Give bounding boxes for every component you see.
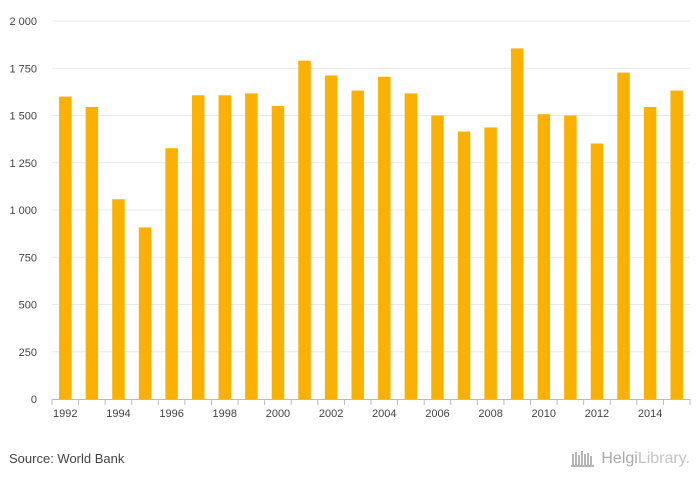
bar-1995 [138, 227, 152, 399]
x-tick-label: 2010 [532, 408, 556, 420]
y-tick-label: 1 500 [9, 111, 37, 123]
y-tick-label: 500 [19, 300, 37, 312]
grid-lines [52, 20, 690, 353]
y-tick-label: 1 750 [9, 63, 37, 75]
x-tick-label: 2000 [266, 408, 290, 420]
bar-2013 [617, 72, 630, 400]
bar-2010 [537, 114, 551, 399]
y-tick-label: 1 250 [9, 158, 37, 170]
bar-1996 [165, 148, 178, 399]
bar-2012 [590, 143, 604, 399]
x-tick-label: 2004 [372, 408, 396, 420]
bar-1992 [59, 96, 72, 399]
x-tick-label: 2014 [638, 408, 662, 420]
x-tick-label: 2002 [319, 408, 343, 420]
x-tick-label: 1996 [159, 408, 183, 420]
bar-chart: 0 250 500 750 1 000 1 250 1 500 1 750 2 000 1992… [9, 16, 691, 420]
y-tick-label: 250 [19, 347, 37, 359]
y-tick-label: 750 [19, 252, 37, 264]
bar-2004 [378, 76, 391, 399]
bar-2000 [271, 106, 285, 400]
bar-2008 [484, 127, 497, 400]
y-tick-label: 1 000 [9, 205, 37, 217]
bar-2014 [643, 106, 657, 400]
bar-2006 [431, 115, 444, 399]
bar-1998 [218, 95, 232, 399]
bar-2005 [404, 93, 418, 400]
bar-2001 [298, 60, 311, 399]
y-axis-tick-labels: 0 250 500 750 1 000 1 250 1 500 1 750 2 000 [9, 16, 37, 406]
bar-1994 [112, 199, 125, 399]
axes [51, 399, 691, 405]
y-tick-label: 2 000 [9, 16, 37, 28]
helgi-library-logo: HelgiLibrary. [571, 450, 690, 468]
x-axis-tick-labels: 1992 1994 1996 1998 2000 2002 2004 2006 2008 2010… [53, 408, 662, 420]
bar-2003 [351, 90, 364, 399]
bar-2015 [670, 90, 683, 399]
y-tick-label: 0 [31, 394, 37, 406]
source-note: Source: World Bank [9, 451, 125, 466]
x-tick-label: 1998 [213, 408, 237, 420]
bar-2007 [457, 131, 471, 399]
x-tick-label: 1994 [106, 408, 130, 420]
bar-1993 [85, 106, 99, 400]
bar-1999 [245, 93, 258, 400]
bar-2002 [324, 75, 338, 399]
x-tick-label: 2008 [478, 408, 502, 420]
x-tick-label: 1992 [53, 408, 77, 420]
bar-1997 [191, 95, 205, 399]
bar-2011 [564, 115, 577, 399]
bar-2009 [510, 48, 524, 399]
x-tick-label: 2006 [425, 408, 449, 420]
x-tick-label: 2012 [585, 408, 609, 420]
logo-text: HelgiLibrary. [601, 450, 690, 467]
bars [59, 48, 683, 400]
bookshelf-logo-icon [571, 451, 595, 467]
